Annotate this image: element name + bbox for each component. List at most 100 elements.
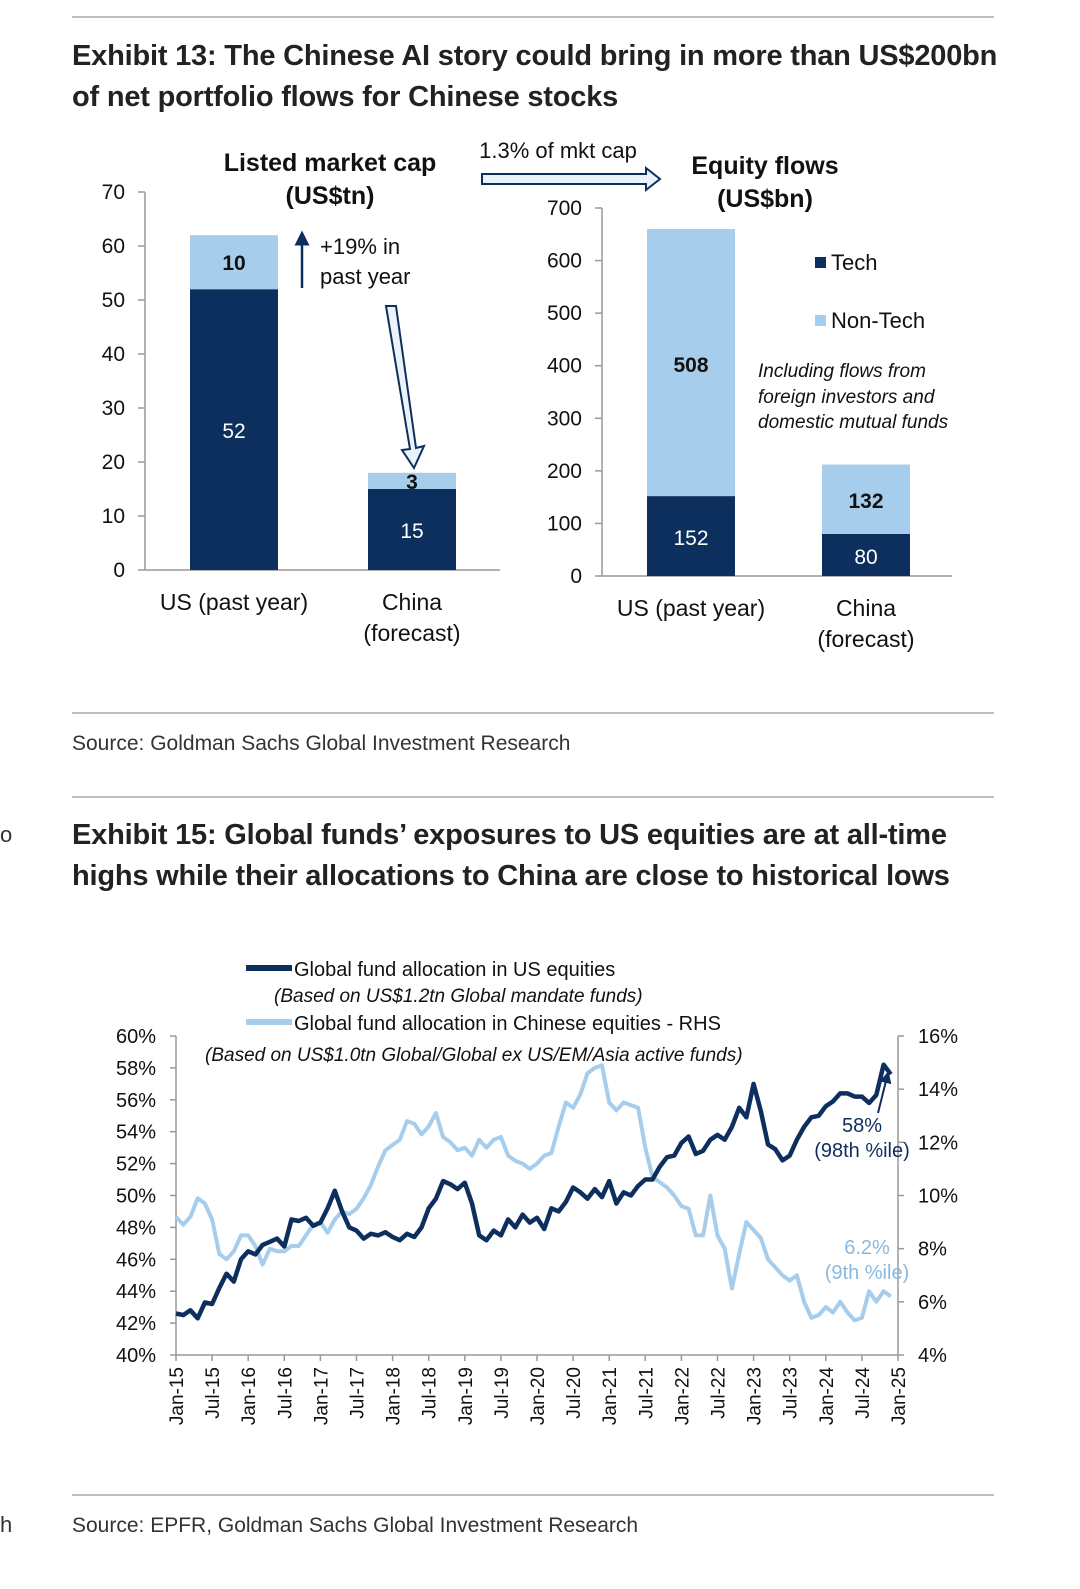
left-ytick-label: 52%: [116, 1154, 156, 1176]
exhibit13-title-line2: of net portfolio flows for Chinese stock…: [72, 81, 619, 113]
equity-flows-legend: Tech Non-Tech: [815, 250, 925, 333]
flow-note-line3: domestic mutual funds: [758, 412, 949, 433]
china-allocation-line: [174, 1063, 892, 1323]
legend-china-label: Global fund allocation in Chinese equiti…: [294, 1013, 721, 1035]
market-cap-data-label-tech-1: 15: [400, 520, 423, 543]
legend-nontech-label: Non-Tech: [831, 308, 925, 333]
market-cap-data-label-nontech-0: 10: [222, 252, 245, 275]
market-cap-ytick-label: 20: [102, 451, 125, 474]
equity-flows-data-label-tech-0: 152: [673, 527, 708, 550]
right-ytick-label: 6%: [918, 1292, 947, 1314]
exhibit13-title-line1: Exhibit 13: The Chinese AI story could b…: [72, 40, 998, 72]
left-ytick-label: 40%: [116, 1345, 156, 1367]
exhibit15-title-line1: Exhibit 15: Global funds’ exposures to U…: [72, 819, 947, 851]
xtick-label: Jan-20: [528, 1367, 549, 1425]
left-ytick-label: 50%: [116, 1186, 156, 1208]
market-cap-ytick-label: 70: [102, 181, 125, 204]
xtick-label: Jan-19: [456, 1367, 477, 1425]
china-annotation-percentile: (9th %ile): [825, 1262, 909, 1284]
equity-flows-data-label-tech-1: 80: [854, 546, 877, 569]
xtick-label: Jan-16: [239, 1367, 260, 1425]
xtick-label: Jul-21: [636, 1367, 657, 1419]
market-cap-bar-tech-0: [190, 289, 278, 570]
market-cap-category-label: (forecast): [363, 620, 460, 646]
growth-note-line2: past year: [320, 264, 411, 289]
market-cap-ytick-label: 60: [102, 235, 125, 258]
xtick-label: Jul-24: [853, 1367, 874, 1419]
equity-flows-bar-tech-1: [822, 533, 910, 576]
china-annotation-value: 6.2%: [844, 1237, 890, 1259]
equity-flows-category-label: (forecast): [817, 626, 914, 652]
left-ytick-label: 48%: [116, 1217, 156, 1239]
right-ytick-label: 12%: [918, 1132, 958, 1154]
us-annotation-value: 58%: [842, 1115, 882, 1137]
legend-nontech-swatch: [815, 315, 826, 326]
equity-flows-bar-nontech-0: [647, 229, 735, 497]
legend-tech-swatch: [815, 257, 826, 268]
flow-note-line1: Including flows from: [758, 361, 926, 382]
exhibit13-title: Exhibit 13: The Chinese AI story could b…: [72, 36, 997, 118]
legend-china-note: (Based on US$1.0tn Global/Global ex US/E…: [205, 1045, 743, 1066]
xtick-label: Jan-25: [889, 1367, 910, 1425]
hollow-down-arrow-icon: [384, 305, 426, 471]
xtick-label: Jul-17: [348, 1367, 369, 1419]
equity-flows-ytick-label: 200: [547, 460, 582, 483]
exhibit15-top-rule: [72, 796, 994, 798]
left-ytick-label: 58%: [116, 1058, 156, 1080]
xtick-label: Jul-23: [781, 1367, 802, 1419]
left-ytick-label: 60%: [116, 1026, 156, 1048]
exhibit15-figure: Global fund allocation in US equities (B…: [116, 959, 958, 1425]
flow-note-line2: foreign investors and: [758, 387, 936, 408]
right-ytick-label: 16%: [918, 1026, 958, 1048]
exhibit13-source: Source: Goldman Sachs Global Investment …: [72, 732, 571, 755]
exhibit15-title-line2: highs while their allocations to China a…: [72, 860, 950, 892]
xtick-label: Jul-20: [564, 1367, 585, 1419]
market-cap-ytick-label: 0: [113, 559, 125, 582]
equity-flows-bar-nontech-1: [822, 464, 910, 534]
left-ytick-label: 54%: [116, 1122, 156, 1144]
us-annotation-percentile: (98th %ile): [814, 1140, 910, 1162]
left-edge-mark-bottom: h: [0, 1512, 13, 1537]
xtick-label: Jul-19: [492, 1367, 513, 1419]
xtick-label: Jan-15: [167, 1367, 188, 1425]
xtick-label: Jan-17: [311, 1367, 332, 1425]
right-ytick-label: 4%: [918, 1345, 947, 1367]
top-rule: [72, 16, 994, 18]
market-cap-ytick-label: 30: [102, 397, 125, 420]
market-cap-data-label-tech-0: 52: [222, 420, 245, 443]
equity-flows-ytick-label: 0: [570, 565, 582, 588]
equity-flows-chart: Equity flows (US$bn) 0 100 200 300 400 500 600…: [547, 152, 952, 652]
xtick-label: Jan-23: [745, 1367, 766, 1425]
xtick-label: Jul-22: [709, 1367, 730, 1419]
equity-flows-ytick-label: 700: [547, 197, 582, 220]
allocation-legend: Global fund allocation in US equities (B…: [205, 959, 743, 1066]
equity-flows-ytick-label: 500: [547, 302, 582, 325]
legend-us-label: Global fund allocation in US equities: [294, 959, 615, 981]
equity-flows-bar-tech-0: [647, 496, 735, 576]
right-ytick-label: 14%: [918, 1079, 958, 1101]
us-annotation-arrow-icon: [877, 1071, 892, 1114]
equity-flows-title-line2: (US$bn): [717, 185, 813, 213]
xtick-label: Jan-21: [600, 1367, 621, 1425]
xtick-label: Jan-22: [672, 1367, 693, 1425]
equity-flows-category-label: US (past year): [617, 595, 765, 621]
equity-flows-category-label: China: [836, 595, 896, 621]
left-edge-mark-top: o: [0, 822, 13, 847]
equity-flows-data-label-nontech-0: 508: [673, 354, 708, 377]
right-arrow-icon: [481, 165, 662, 193]
right-ytick-label: 10%: [918, 1186, 958, 1208]
legend-us-note: (Based on US$1.2tn Global mandate funds): [274, 986, 643, 1007]
equity-flows-ytick-label: 100: [547, 512, 582, 535]
equity-flows-ytick-label: 300: [547, 407, 582, 430]
xtick-label: Jul-16: [275, 1367, 296, 1419]
market-cap-bar-tech-1: [368, 489, 456, 570]
mkt-cap-arrow-label: 1.3% of mkt cap: [479, 138, 637, 163]
xtick-label: Jul-18: [420, 1367, 441, 1419]
market-cap-title-line2: (US$tn): [286, 182, 375, 210]
xtick-label: Jul-15: [203, 1367, 224, 1419]
xtick-label: Jan-18: [384, 1367, 405, 1425]
market-cap-category-label: US (past year): [160, 589, 308, 615]
left-ytick-label: 56%: [116, 1090, 156, 1112]
growth-note-line1: +19% in: [320, 234, 400, 259]
market-cap-data-label-nontech-1: 3: [406, 471, 418, 494]
